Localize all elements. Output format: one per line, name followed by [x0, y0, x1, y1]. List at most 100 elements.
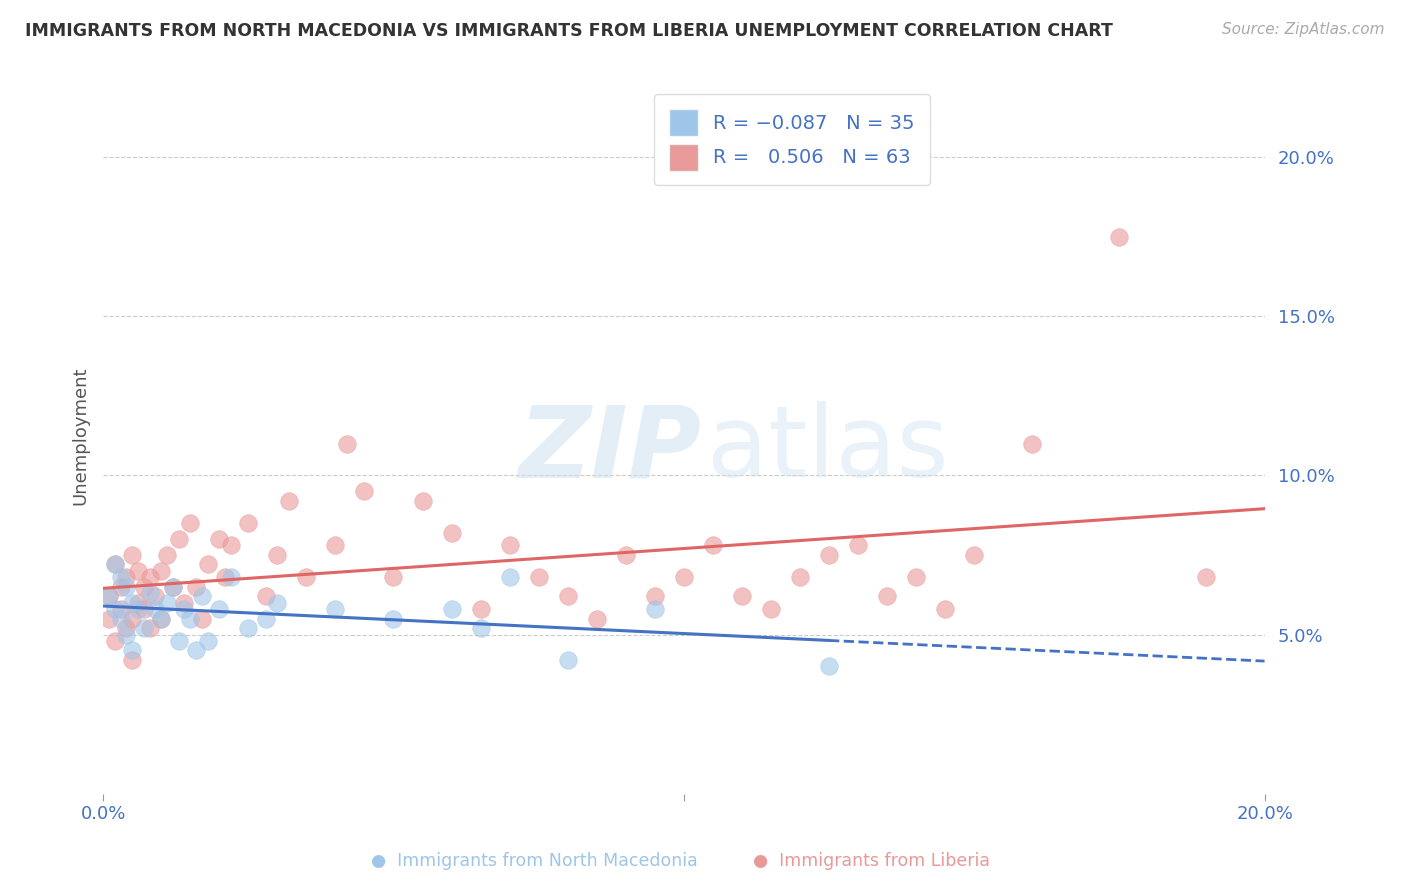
Point: [179, 516, 201, 530]
Point: [336, 436, 359, 450]
Point: [132, 602, 155, 616]
Point: [104, 602, 127, 616]
Point: [818, 659, 841, 673]
Point: [254, 590, 277, 604]
Point: [266, 548, 288, 562]
Point: [266, 596, 288, 610]
Point: [789, 570, 811, 584]
Point: [557, 653, 579, 667]
Point: [173, 602, 195, 616]
Point: [197, 633, 219, 648]
Point: [325, 538, 347, 552]
Point: [127, 602, 149, 616]
Point: [470, 602, 492, 616]
Point: [97, 590, 120, 604]
Point: [127, 564, 149, 578]
Point: [150, 611, 173, 625]
Point: [162, 580, 184, 594]
Point: [325, 602, 347, 616]
Point: [145, 602, 167, 616]
Point: [138, 586, 160, 600]
Point: [179, 611, 201, 625]
Point: [876, 590, 898, 604]
Point: [905, 570, 928, 584]
Point: [440, 602, 463, 616]
Point: [156, 548, 179, 562]
Point: [167, 633, 190, 648]
Point: [208, 602, 231, 616]
Point: [498, 570, 520, 584]
Point: [585, 611, 607, 625]
Text: ●  Immigrants from Liberia: ● Immigrants from Liberia: [754, 852, 990, 870]
Point: [173, 596, 195, 610]
Point: [115, 621, 138, 635]
Point: [382, 611, 405, 625]
Point: [110, 580, 132, 594]
Point: [162, 580, 184, 594]
Point: [115, 627, 138, 641]
Point: [115, 570, 138, 584]
Point: [353, 484, 375, 499]
Point: [702, 538, 724, 552]
Point: [121, 643, 143, 657]
Point: [295, 570, 318, 584]
Point: [184, 580, 207, 594]
Point: [214, 570, 236, 584]
Point: [110, 602, 132, 616]
Point: [110, 611, 132, 625]
Point: [156, 596, 179, 610]
Point: [184, 643, 207, 657]
Point: [132, 580, 155, 594]
Point: [759, 602, 782, 616]
Point: [219, 570, 242, 584]
Point: [191, 590, 214, 604]
Point: [818, 548, 841, 562]
Text: ●  Immigrants from North Macedonia: ● Immigrants from North Macedonia: [371, 852, 697, 870]
Point: [963, 548, 986, 562]
Point: [121, 596, 143, 610]
Point: [440, 525, 463, 540]
Text: ZIP: ZIP: [519, 401, 702, 499]
Point: [138, 570, 160, 584]
Point: [121, 548, 143, 562]
Point: [1108, 229, 1130, 244]
Point: [197, 558, 219, 572]
Point: [138, 621, 160, 635]
Point: [127, 596, 149, 610]
Point: [104, 558, 127, 572]
Point: [934, 602, 956, 616]
Point: [110, 570, 132, 584]
Point: [470, 621, 492, 635]
Point: [1195, 570, 1218, 584]
Point: [150, 611, 173, 625]
Point: [846, 538, 869, 552]
Point: [644, 590, 666, 604]
Point: [254, 611, 277, 625]
Point: [672, 570, 695, 584]
Text: atlas: atlas: [707, 401, 949, 499]
Point: [238, 621, 260, 635]
Point: [382, 570, 405, 584]
Point: [644, 602, 666, 616]
Point: [145, 590, 167, 604]
Point: [614, 548, 637, 562]
Point: [97, 590, 120, 604]
Point: [498, 538, 520, 552]
Point: [121, 611, 143, 625]
Point: [219, 538, 242, 552]
Point: [132, 621, 155, 635]
Point: [104, 558, 127, 572]
Point: [208, 532, 231, 546]
Point: [527, 570, 550, 584]
Point: [238, 516, 260, 530]
Point: [104, 633, 127, 648]
Point: [97, 611, 120, 625]
Point: [150, 564, 173, 578]
Point: [557, 590, 579, 604]
Y-axis label: Unemployment: Unemployment: [72, 367, 89, 505]
Legend: R = −0.087   N = 35, R =   0.506   N = 63: R = −0.087 N = 35, R = 0.506 N = 63: [654, 95, 929, 186]
Point: [1021, 436, 1043, 450]
Text: Source: ZipAtlas.com: Source: ZipAtlas.com: [1222, 22, 1385, 37]
Point: [412, 493, 434, 508]
Point: [167, 532, 190, 546]
